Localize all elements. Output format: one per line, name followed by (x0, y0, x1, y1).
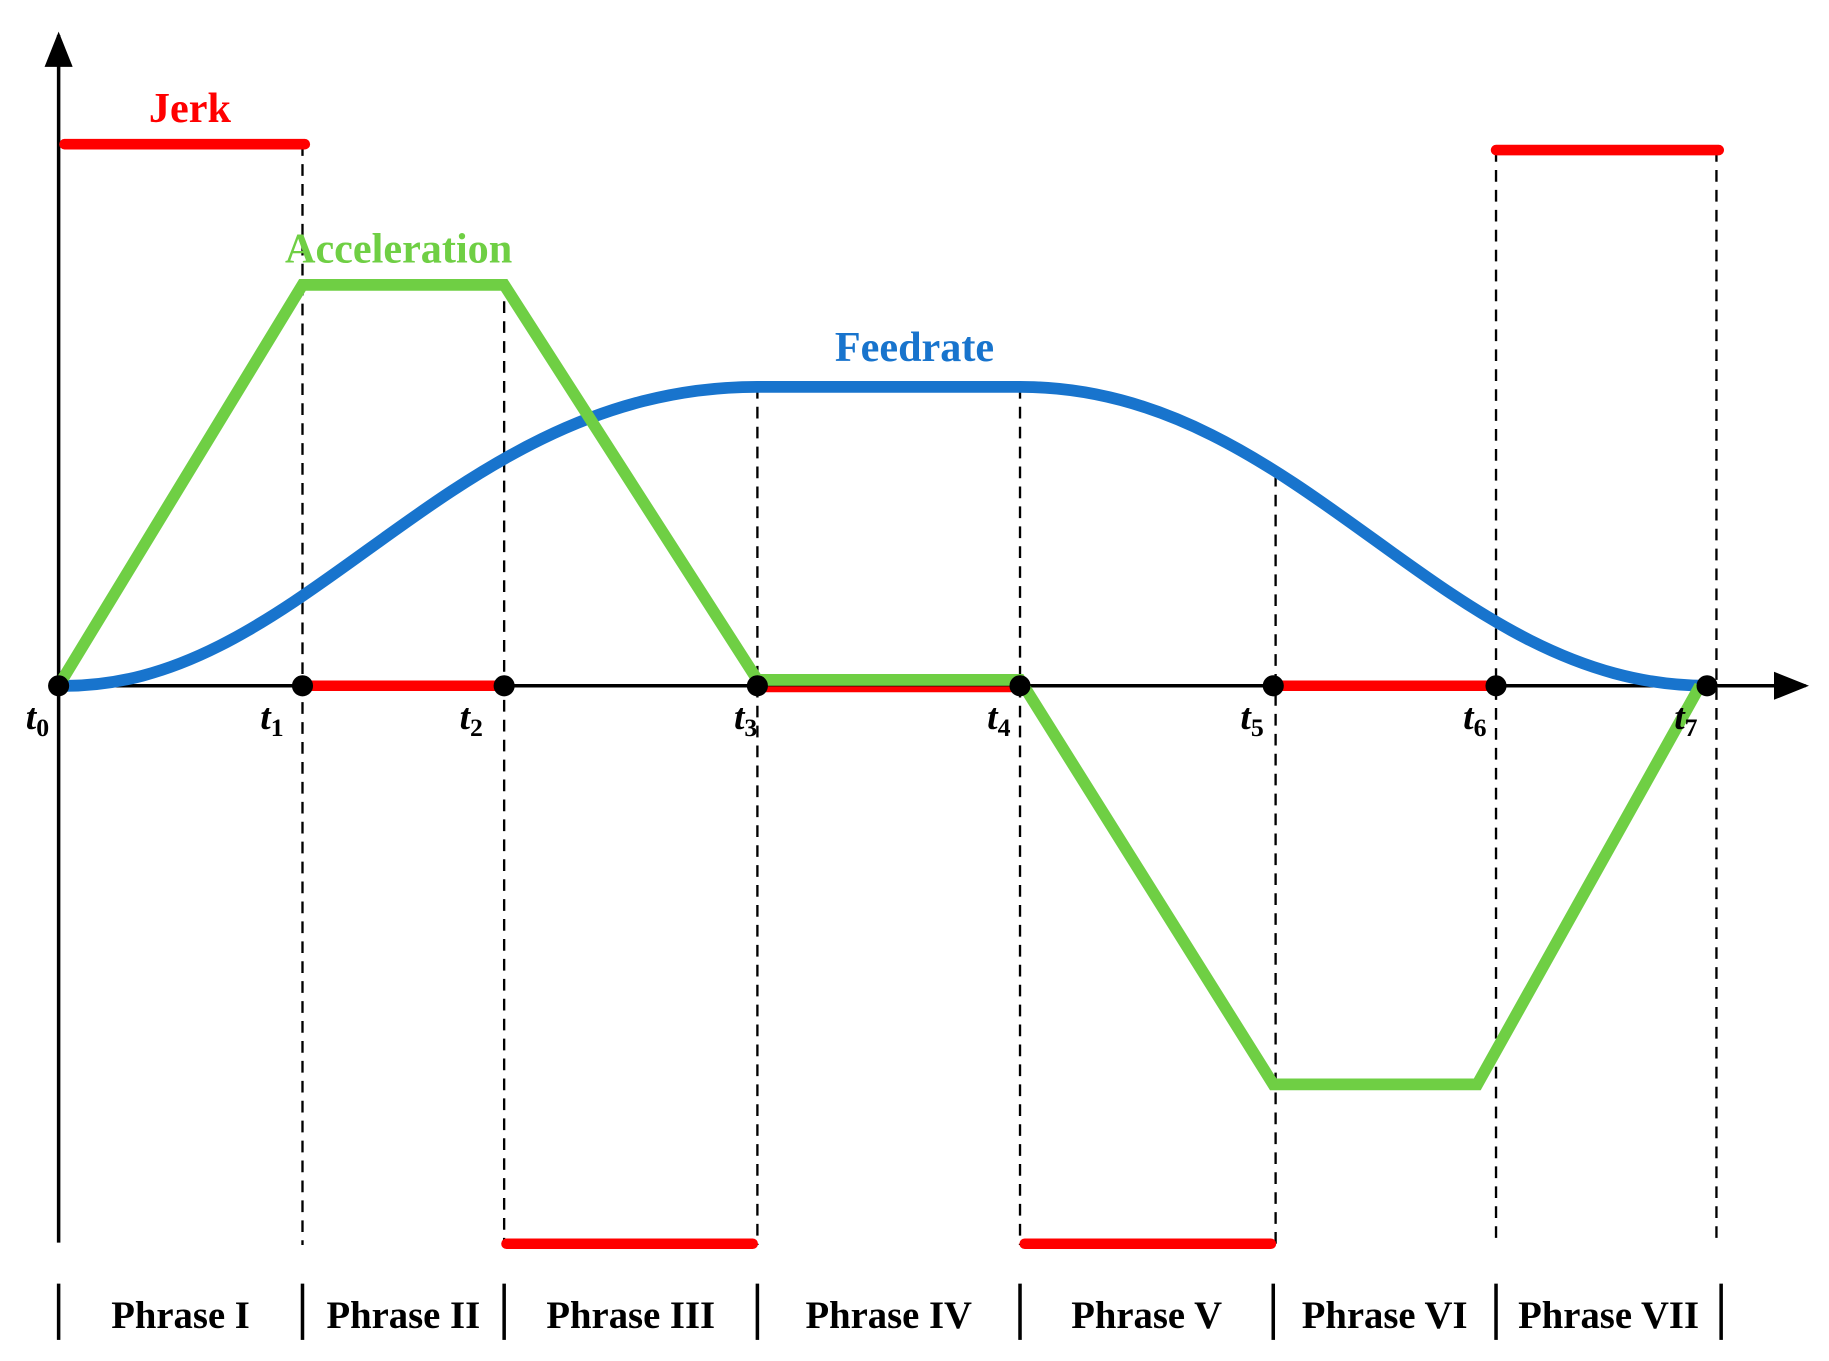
time-sub: 6 (1474, 713, 1487, 742)
phase-label: Phrase II (326, 1295, 480, 1337)
time-label: t1 (260, 697, 283, 742)
time-sub: 4 (998, 713, 1011, 742)
time-points (48, 675, 1718, 697)
time-var: t (1463, 697, 1475, 738)
jerk-curve (59, 138, 1725, 1250)
phase-label: Phrase V (1071, 1295, 1222, 1337)
time-sub: 1 (271, 713, 284, 742)
time-label: t7 (1674, 697, 1697, 742)
time-sub: 7 (1685, 713, 1698, 742)
feedrate-curve (58, 380, 1708, 692)
phase-label: Phrase IV (805, 1295, 972, 1337)
time-sub: 5 (1251, 713, 1264, 742)
time-label: t2 (460, 697, 483, 742)
time-label: t4 (987, 697, 1010, 742)
phase-label: Phrase I (111, 1295, 250, 1337)
time-label: t0 (26, 697, 49, 742)
jerk-label: Jerk (149, 85, 232, 132)
time-var: t (26, 697, 38, 738)
guide-lines (301, 144, 1718, 1245)
acceleration-label: Acceleration (285, 226, 512, 273)
time-var: t (734, 697, 746, 738)
time-var: t (1240, 697, 1252, 738)
phase-label: Phrase VI (1302, 1295, 1468, 1337)
phase-label: Phrase VII (1518, 1295, 1699, 1337)
time-sub: 2 (470, 713, 483, 742)
time-label: t6 (1463, 697, 1486, 742)
phase-label: Phrase III (546, 1295, 715, 1337)
feedrate-label: Feedrate (835, 324, 994, 371)
time-var: t (460, 697, 472, 738)
time-sub: 3 (744, 713, 757, 742)
time-label: t3 (734, 697, 757, 742)
acceleration-curve (53, 278, 1706, 1091)
time-var: t (987, 697, 999, 738)
time-var: t (260, 697, 272, 738)
time-var: t (1674, 697, 1686, 738)
phase-separators (56, 1283, 1723, 1340)
time-label: t5 (1240, 697, 1263, 742)
time-sub: 0 (36, 713, 49, 742)
